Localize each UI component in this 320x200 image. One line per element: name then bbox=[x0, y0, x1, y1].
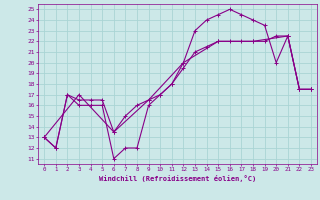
X-axis label: Windchill (Refroidissement éolien,°C): Windchill (Refroidissement éolien,°C) bbox=[99, 175, 256, 182]
